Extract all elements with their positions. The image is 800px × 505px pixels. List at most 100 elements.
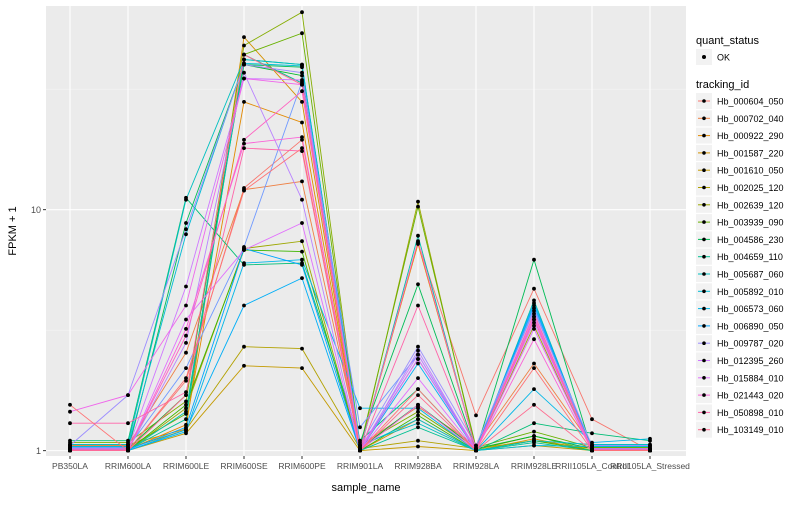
data-point — [184, 284, 188, 289]
data-point — [242, 363, 246, 368]
x-tick-label: RRII105LA_Stressed — [610, 461, 690, 471]
data-point — [532, 301, 536, 305]
data-point — [416, 376, 420, 380]
data-point — [184, 393, 188, 397]
data-point — [184, 327, 188, 331]
data-point — [68, 443, 72, 448]
y-tick-label: 10 — [31, 205, 41, 215]
legend-point-symbol — [702, 168, 706, 172]
data-point — [358, 443, 362, 448]
data-point — [300, 64, 304, 68]
legend-entry-label: Hb_004586_230 — [717, 235, 784, 245]
data-point — [300, 78, 304, 82]
legend-point-symbol — [702, 410, 706, 415]
data-point — [184, 390, 188, 394]
data-point — [300, 89, 304, 94]
data-point — [416, 406, 420, 411]
data-point — [242, 57, 246, 62]
data-point — [242, 261, 246, 265]
data-point — [184, 417, 188, 422]
data-point — [416, 421, 420, 426]
legend-point-symbol — [702, 393, 706, 397]
data-point — [532, 402, 536, 407]
x-tick-label: RRIM928LE — [511, 461, 558, 471]
data-point — [590, 440, 594, 445]
data-point — [532, 257, 536, 262]
data-point — [242, 76, 246, 81]
data-point — [300, 100, 304, 104]
data-point — [242, 344, 246, 349]
legend-point-symbol — [702, 306, 706, 311]
legend-point-symbol — [702, 358, 706, 363]
data-point — [300, 179, 304, 184]
data-point — [184, 402, 188, 407]
data-point — [532, 438, 536, 443]
legend-entry-label: Hb_002025_120 — [717, 183, 784, 193]
data-point — [532, 317, 536, 322]
data-point — [416, 387, 420, 391]
legend-entry-label: Hb_005687_060 — [717, 270, 784, 280]
legend-point-symbol — [702, 203, 706, 207]
data-point — [242, 137, 246, 142]
data-point — [416, 352, 420, 357]
data-point — [300, 149, 304, 154]
data-point — [184, 399, 188, 404]
data-point — [242, 100, 246, 104]
minor-gridlines — [46, 88, 686, 331]
data-point — [300, 82, 304, 87]
data-point — [474, 443, 478, 448]
data-point — [68, 402, 72, 407]
x-tick-label: RRIM600PE — [278, 461, 326, 471]
y-tick-label: 1 — [36, 446, 41, 456]
data-point — [532, 421, 536, 426]
data-point — [300, 276, 304, 280]
data-point — [532, 286, 536, 291]
legend-point-symbol — [702, 376, 706, 380]
legend-entry-label: Hb_005892_010 — [717, 287, 784, 297]
data-point — [416, 282, 420, 287]
legend-point-symbol — [702, 341, 706, 346]
x-axis-title: sample_name — [331, 482, 400, 494]
legend-entry-label: Hb_006890_050 — [717, 321, 784, 331]
data-point — [300, 137, 304, 142]
data-point — [126, 448, 130, 453]
quant-status-legend-title: quant_status — [696, 35, 759, 47]
data-point — [184, 409, 188, 414]
legend-point-symbol — [702, 151, 706, 155]
data-point — [242, 303, 246, 308]
data-point — [242, 141, 246, 146]
data-point — [416, 413, 420, 418]
y-axis-title: FPKM + 1 — [7, 206, 19, 255]
x-tick-label: RRIM600LA — [105, 461, 152, 471]
legend-entry-label: Hb_012395_260 — [717, 356, 784, 366]
data-point — [184, 317, 188, 322]
data-point — [68, 421, 72, 426]
data-point — [300, 257, 304, 262]
data-point — [184, 406, 188, 411]
data-point — [242, 62, 246, 67]
data-point — [416, 357, 420, 361]
data-point — [648, 448, 652, 453]
data-point — [126, 393, 130, 397]
data-point — [416, 438, 420, 443]
data-point — [532, 434, 536, 438]
legend-point-symbol — [702, 289, 706, 294]
data-point — [532, 327, 536, 331]
legend-point-symbol — [702, 116, 706, 121]
data-point — [300, 249, 304, 254]
data-point — [532, 443, 536, 448]
data-point — [532, 387, 536, 391]
data-point — [300, 73, 304, 78]
y-axis: 1 10 — [31, 205, 46, 456]
data-point — [242, 52, 246, 57]
legend-point-symbol — [702, 324, 706, 328]
legend-entry-label: OK — [717, 53, 730, 63]
legend-entry-label: Hb_000702_040 — [717, 114, 784, 124]
data-point — [300, 263, 304, 267]
data-point — [474, 413, 478, 418]
data-point — [416, 425, 420, 430]
data-point — [300, 70, 304, 75]
legend-entry-label: Hb_003939_090 — [717, 218, 784, 228]
data-point — [184, 333, 188, 338]
x-tick-label: RRIM928BA — [394, 461, 442, 471]
